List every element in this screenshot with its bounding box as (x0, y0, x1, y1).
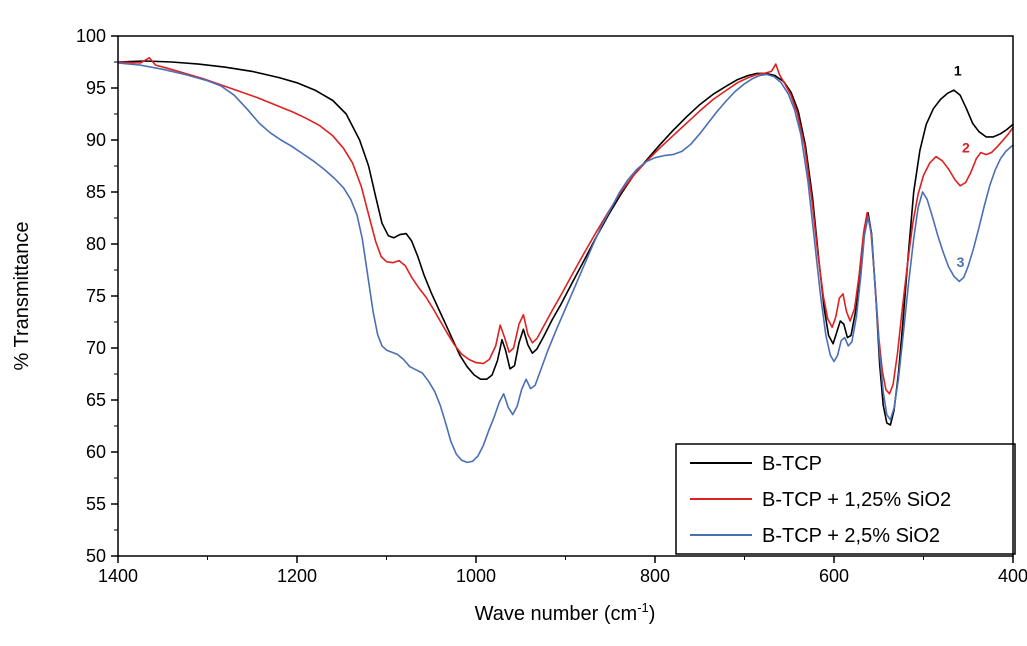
y-tick-label: 70 (86, 338, 106, 358)
x-tick-label: 400 (998, 566, 1027, 586)
x-tick-label: 1000 (456, 566, 496, 586)
x-tick-label: 600 (819, 566, 849, 586)
y-tick-label: 95 (86, 78, 106, 98)
x-tick-label: 800 (640, 566, 670, 586)
axis-ticks: 1400 1200 1000 800 600 400 50 55 60 65 70 75 80 85 90 9… (76, 26, 1027, 586)
y-tick-label: 60 (86, 442, 106, 462)
legend-label-1: B-TCP (762, 453, 822, 475)
x-axis-title: Wave number (cm-1) (475, 600, 656, 625)
y-tick-label: 65 (86, 390, 106, 410)
y-tick-label: 80 (86, 234, 106, 254)
y-tick-label: 50 (86, 546, 106, 566)
spectrum-curve-3 (117, 62, 1014, 464)
spectra-curves (117, 56, 1014, 464)
x-tick-label: 1200 (277, 566, 317, 586)
x-tick-label: 1400 (98, 566, 138, 586)
y-tick-label: 100 (76, 26, 106, 46)
legend-label-2: B-TCP + 1,25% SiO2 (762, 489, 951, 511)
curve-label-3: 3 (957, 254, 965, 270)
spectrum-curve-2 (117, 56, 1014, 395)
curve-label-1: 1 (954, 63, 962, 79)
y-tick-label: 90 (86, 130, 106, 150)
legend: B-TCP B-TCP + 1,25% SiO2 B-TCP + 2,5% SiO2 (675, 443, 1016, 555)
y-tick-label: 75 (86, 286, 106, 306)
legend-label-3: B-TCP + 2,5% SiO2 (762, 525, 940, 547)
curve-number-annotations: 1 2 3 (954, 63, 970, 270)
spectrum-curve-1 (117, 60, 1014, 426)
plot-border (117, 35, 1014, 557)
x-axis-title-main: Wave number (cm (475, 603, 638, 625)
x-axis-title-superscript: -1 (637, 600, 649, 615)
y-tick-label: 85 (86, 182, 106, 202)
y-axis-title: % Transmittance (11, 222, 33, 371)
curve-label-2: 2 (962, 139, 970, 155)
y-tick-label: 55 (86, 494, 106, 514)
x-axis-title-close: ) (649, 603, 656, 625)
